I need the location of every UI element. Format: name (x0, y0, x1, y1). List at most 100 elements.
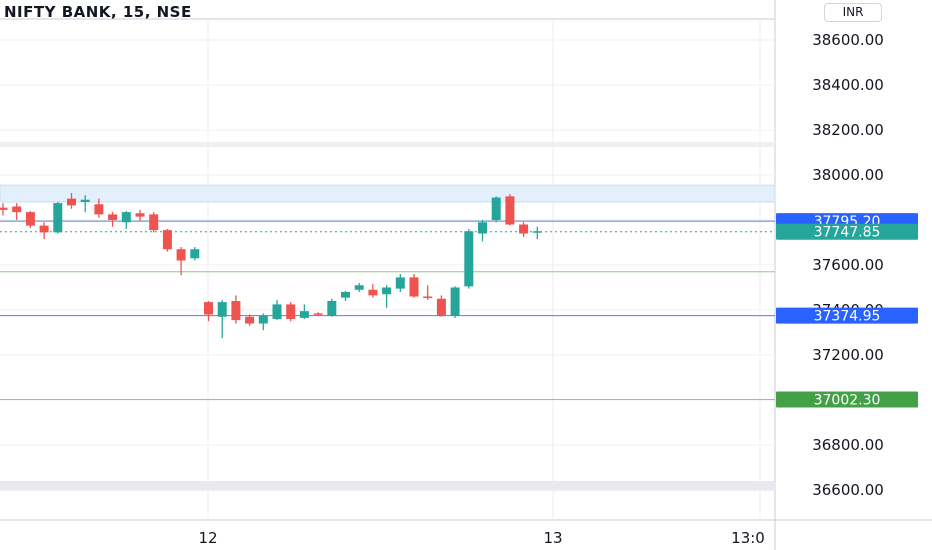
candle (491, 196, 501, 223)
price-tag-green: 37002.30 (776, 391, 918, 408)
candle-body (67, 198, 76, 206)
y-tick-label: 36600.00 (812, 481, 884, 499)
pane-separator-bottom (0, 481, 775, 491)
candle (505, 194, 515, 226)
candle (436, 295, 446, 317)
candle-body (450, 287, 460, 316)
zone-band (0, 184, 776, 203)
candle (464, 229, 474, 289)
candle (80, 195, 90, 213)
candle (368, 284, 378, 298)
candle-body (53, 203, 63, 233)
price-tag-text: 37374.95 (814, 309, 881, 325)
candle (245, 314, 255, 326)
candle (532, 226, 542, 240)
y-tick-label: 36800.00 (812, 436, 884, 454)
candle-body (505, 196, 515, 225)
candle-body (190, 249, 200, 259)
price-axis[interactable]: 38600.00 38400.00 38200.00 38000.00 37600.00… (812, 31, 884, 499)
price-tag-text: 37002.30 (814, 392, 881, 408)
candle (162, 229, 172, 252)
price-tag-bg (776, 223, 918, 240)
candle (519, 222, 529, 237)
candle-body (327, 301, 337, 316)
candle-body (162, 230, 172, 250)
candle-body (121, 212, 131, 223)
chart-title: NIFTY BANK, 15, NSE (4, 3, 192, 21)
candle (272, 299, 282, 321)
price-tag-text: 37747.85 (814, 225, 881, 241)
candle-body (478, 222, 487, 234)
candle (313, 312, 323, 316)
candle (39, 222, 49, 240)
candle-body (12, 206, 22, 213)
candle-body (354, 285, 364, 290)
candle-body (0, 207, 8, 210)
candle (299, 304, 309, 319)
candle (258, 313, 268, 331)
candle (108, 212, 118, 227)
candle-body (532, 231, 542, 233)
candle-body (286, 304, 296, 319)
candle-body (299, 311, 309, 318)
candle-body (231, 301, 241, 321)
candle (409, 274, 419, 298)
candle (0, 203, 8, 216)
y-tick-label: 37600.00 (812, 256, 884, 274)
candle (327, 298, 337, 317)
candle (395, 274, 405, 292)
y-tick-label: 38600.00 (812, 31, 884, 49)
candle-body (217, 302, 227, 317)
price-tag-last: 37747.85 (776, 223, 918, 241)
candle (423, 285, 433, 300)
price-tag-bg (776, 307, 918, 324)
candle (149, 212, 159, 233)
y-tick-label: 38200.00 (812, 121, 884, 139)
candle (231, 295, 241, 324)
candle-body (423, 296, 433, 298)
x-tick-label: 13:0 (731, 529, 765, 547)
candle-body (39, 225, 49, 233)
candle-body (272, 304, 282, 319)
candle (204, 301, 213, 322)
x-tick-label: 13 (543, 529, 562, 547)
candle-body (204, 302, 213, 315)
candle (450, 286, 460, 318)
candle-body (519, 224, 529, 234)
candle-body (80, 199, 90, 202)
candle (94, 198, 104, 218)
candle (478, 220, 487, 242)
candle (341, 290, 350, 301)
candle-body (108, 214, 118, 220)
candle (121, 211, 131, 229)
candle (176, 247, 186, 276)
candle-body (395, 277, 405, 289)
candle-body (436, 298, 446, 316)
candle (53, 202, 63, 234)
candle-body (382, 287, 392, 295)
candle-body (245, 316, 255, 324)
time-axis[interactable]: 12 13 13:0 (198, 529, 764, 547)
candle (382, 285, 392, 308)
candle-body (149, 214, 159, 231)
candle-body (409, 277, 419, 297)
candle (12, 203, 22, 220)
candle (190, 247, 200, 261)
currency-button[interactable]: INR (824, 3, 882, 22)
candle-body (313, 313, 323, 315)
y-tick-label: 38400.00 (812, 76, 884, 94)
candle-body (368, 289, 378, 296)
y-tick-label: 38000.00 (812, 166, 884, 184)
candle (25, 211, 35, 228)
candle-body (176, 249, 186, 261)
price-tag-blue: 37374.95 (776, 307, 918, 325)
candle-body (258, 315, 268, 324)
x-tick-label: 12 (198, 529, 217, 547)
candle (217, 299, 227, 339)
candles (0, 193, 542, 339)
candle-body (491, 197, 501, 220)
price-tag-bg (776, 391, 918, 408)
